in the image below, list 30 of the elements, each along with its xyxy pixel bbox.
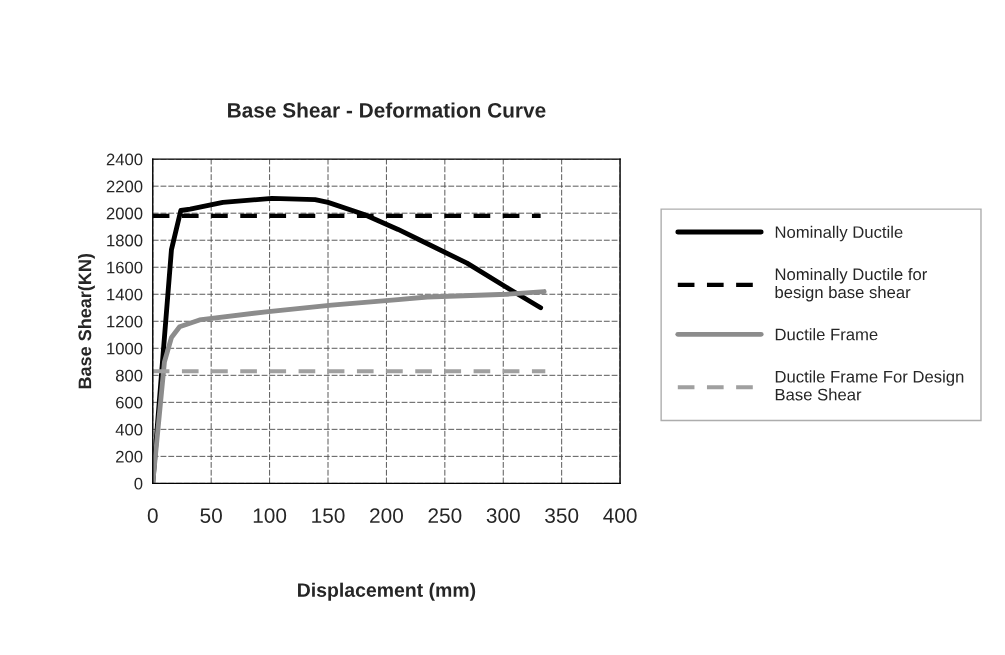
y-tick-label: 1200 xyxy=(107,315,143,328)
x-axis-title: Displacement (mm) xyxy=(298,582,476,601)
y-tick-label: 0 xyxy=(134,477,143,490)
x-tick-label: 100 xyxy=(253,508,287,523)
y-tick-label: 1000 xyxy=(107,342,143,355)
legend-label: Nominally Ductile for besign base shear xyxy=(775,267,928,302)
y-tick-label: 2400 xyxy=(106,153,143,166)
y-tick-label: 2200 xyxy=(106,180,143,193)
x-tick-label: 150 xyxy=(312,508,345,523)
y-tick-label: 400 xyxy=(115,423,143,436)
y-tick-label: 600 xyxy=(116,396,143,409)
line-series xyxy=(152,289,547,484)
x-tick-label: 400 xyxy=(603,508,637,523)
y-tick-label: 800 xyxy=(115,369,143,382)
x-tick-label: 0 xyxy=(147,508,158,523)
y-tick-label: 2000 xyxy=(106,207,143,220)
y-axis-title: Base Shear(KN) xyxy=(78,253,95,389)
x-tick-label: 200 xyxy=(370,508,403,523)
chart-title: Base Shear - Deformation Curve xyxy=(228,102,546,118)
legend-label: Nominally Ductile xyxy=(775,225,903,242)
y-tick-label: 1600 xyxy=(107,261,143,274)
legend-label: Ductile Frame For Design Base Shear xyxy=(775,370,964,401)
x-tick-label: 300 xyxy=(486,508,520,523)
x-tick-label: 50 xyxy=(200,508,222,523)
y-tick-label: 1400 xyxy=(107,288,143,301)
x-tick-label: 350 xyxy=(545,508,579,523)
x-tick-label: 250 xyxy=(428,508,462,523)
y-tick-label: 200 xyxy=(116,450,143,463)
y-tick-label: 1800 xyxy=(107,234,143,247)
legend-label: Ductile Frame xyxy=(775,328,878,341)
